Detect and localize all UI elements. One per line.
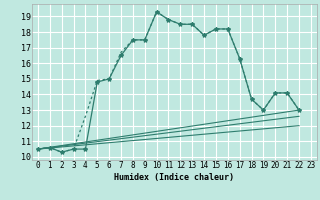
X-axis label: Humidex (Indice chaleur): Humidex (Indice chaleur) <box>115 173 234 182</box>
